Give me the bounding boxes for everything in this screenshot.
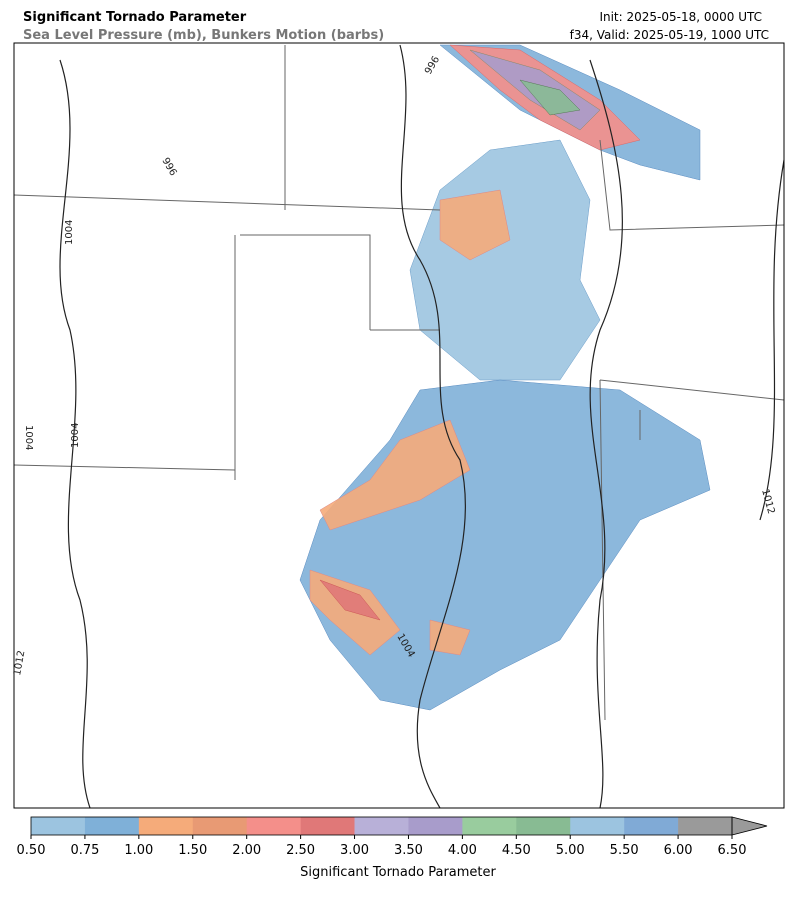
colorbar-tick-label: 5.50 [610,843,639,858]
colorbar-segment [570,817,625,835]
subtitle: Sea Level Pressure (mb), Bunkers Motion … [23,28,384,43]
colorbar-frame [30,816,733,836]
colorbar-tick-label: 1.00 [124,843,153,858]
colorbar-tick-label: 6.50 [718,843,747,858]
colorbar-extend [731,816,768,836]
colorbar-tick-label: 2.50 [286,843,315,858]
colorbar-segment [354,817,409,835]
colorbar-tick-label: 3.50 [394,843,423,858]
colorbar-segment [516,817,571,835]
colorbar-tick-label: 3.00 [340,843,369,858]
colorbar-tick-label: 4.50 [502,843,531,858]
contour-label: 1004 [70,423,81,448]
contour-label: 1004 [64,220,75,245]
colorbar-segment [462,817,517,835]
colorbar-tick-label: 0.75 [70,843,99,858]
colorbar-segment [408,817,463,835]
contour-label: 1004 [23,425,34,450]
colorbar-tick-label: 4.00 [448,843,477,858]
colorbar: 0.50 0.75 1.00 1.50 2.00 2.50 3.00 3.50 4.00 4.50… [17,816,768,858]
colorbar-segment [31,817,86,835]
contour-label: 1012 [12,650,27,677]
map [13,42,785,809]
colorbar-segment [624,817,679,835]
colorbar-segment [192,817,247,835]
colorbar-segment [84,817,140,835]
title: Significant Tornado Parameter [23,10,247,25]
colorbar-tick-label: 5.00 [556,843,585,858]
colorbar-tick-label: 2.00 [232,843,261,858]
colorbar-tick-label: 6.00 [664,843,693,858]
init-time: Init: 2025-05-18, 0000 UTC [599,10,762,24]
colorbar-tick-label: 1.50 [178,843,207,858]
colorbar-segment [300,817,355,835]
colorbar-segment [138,817,194,835]
colorbar-segment [678,817,733,835]
valid-time: f34, Valid: 2025-05-19, 1000 UTC [570,28,769,42]
colorbar-segment [246,817,301,835]
colorbar-label: Significant Tornado Parameter [300,865,496,880]
colorbar-tick-label: 0.50 [17,843,46,858]
